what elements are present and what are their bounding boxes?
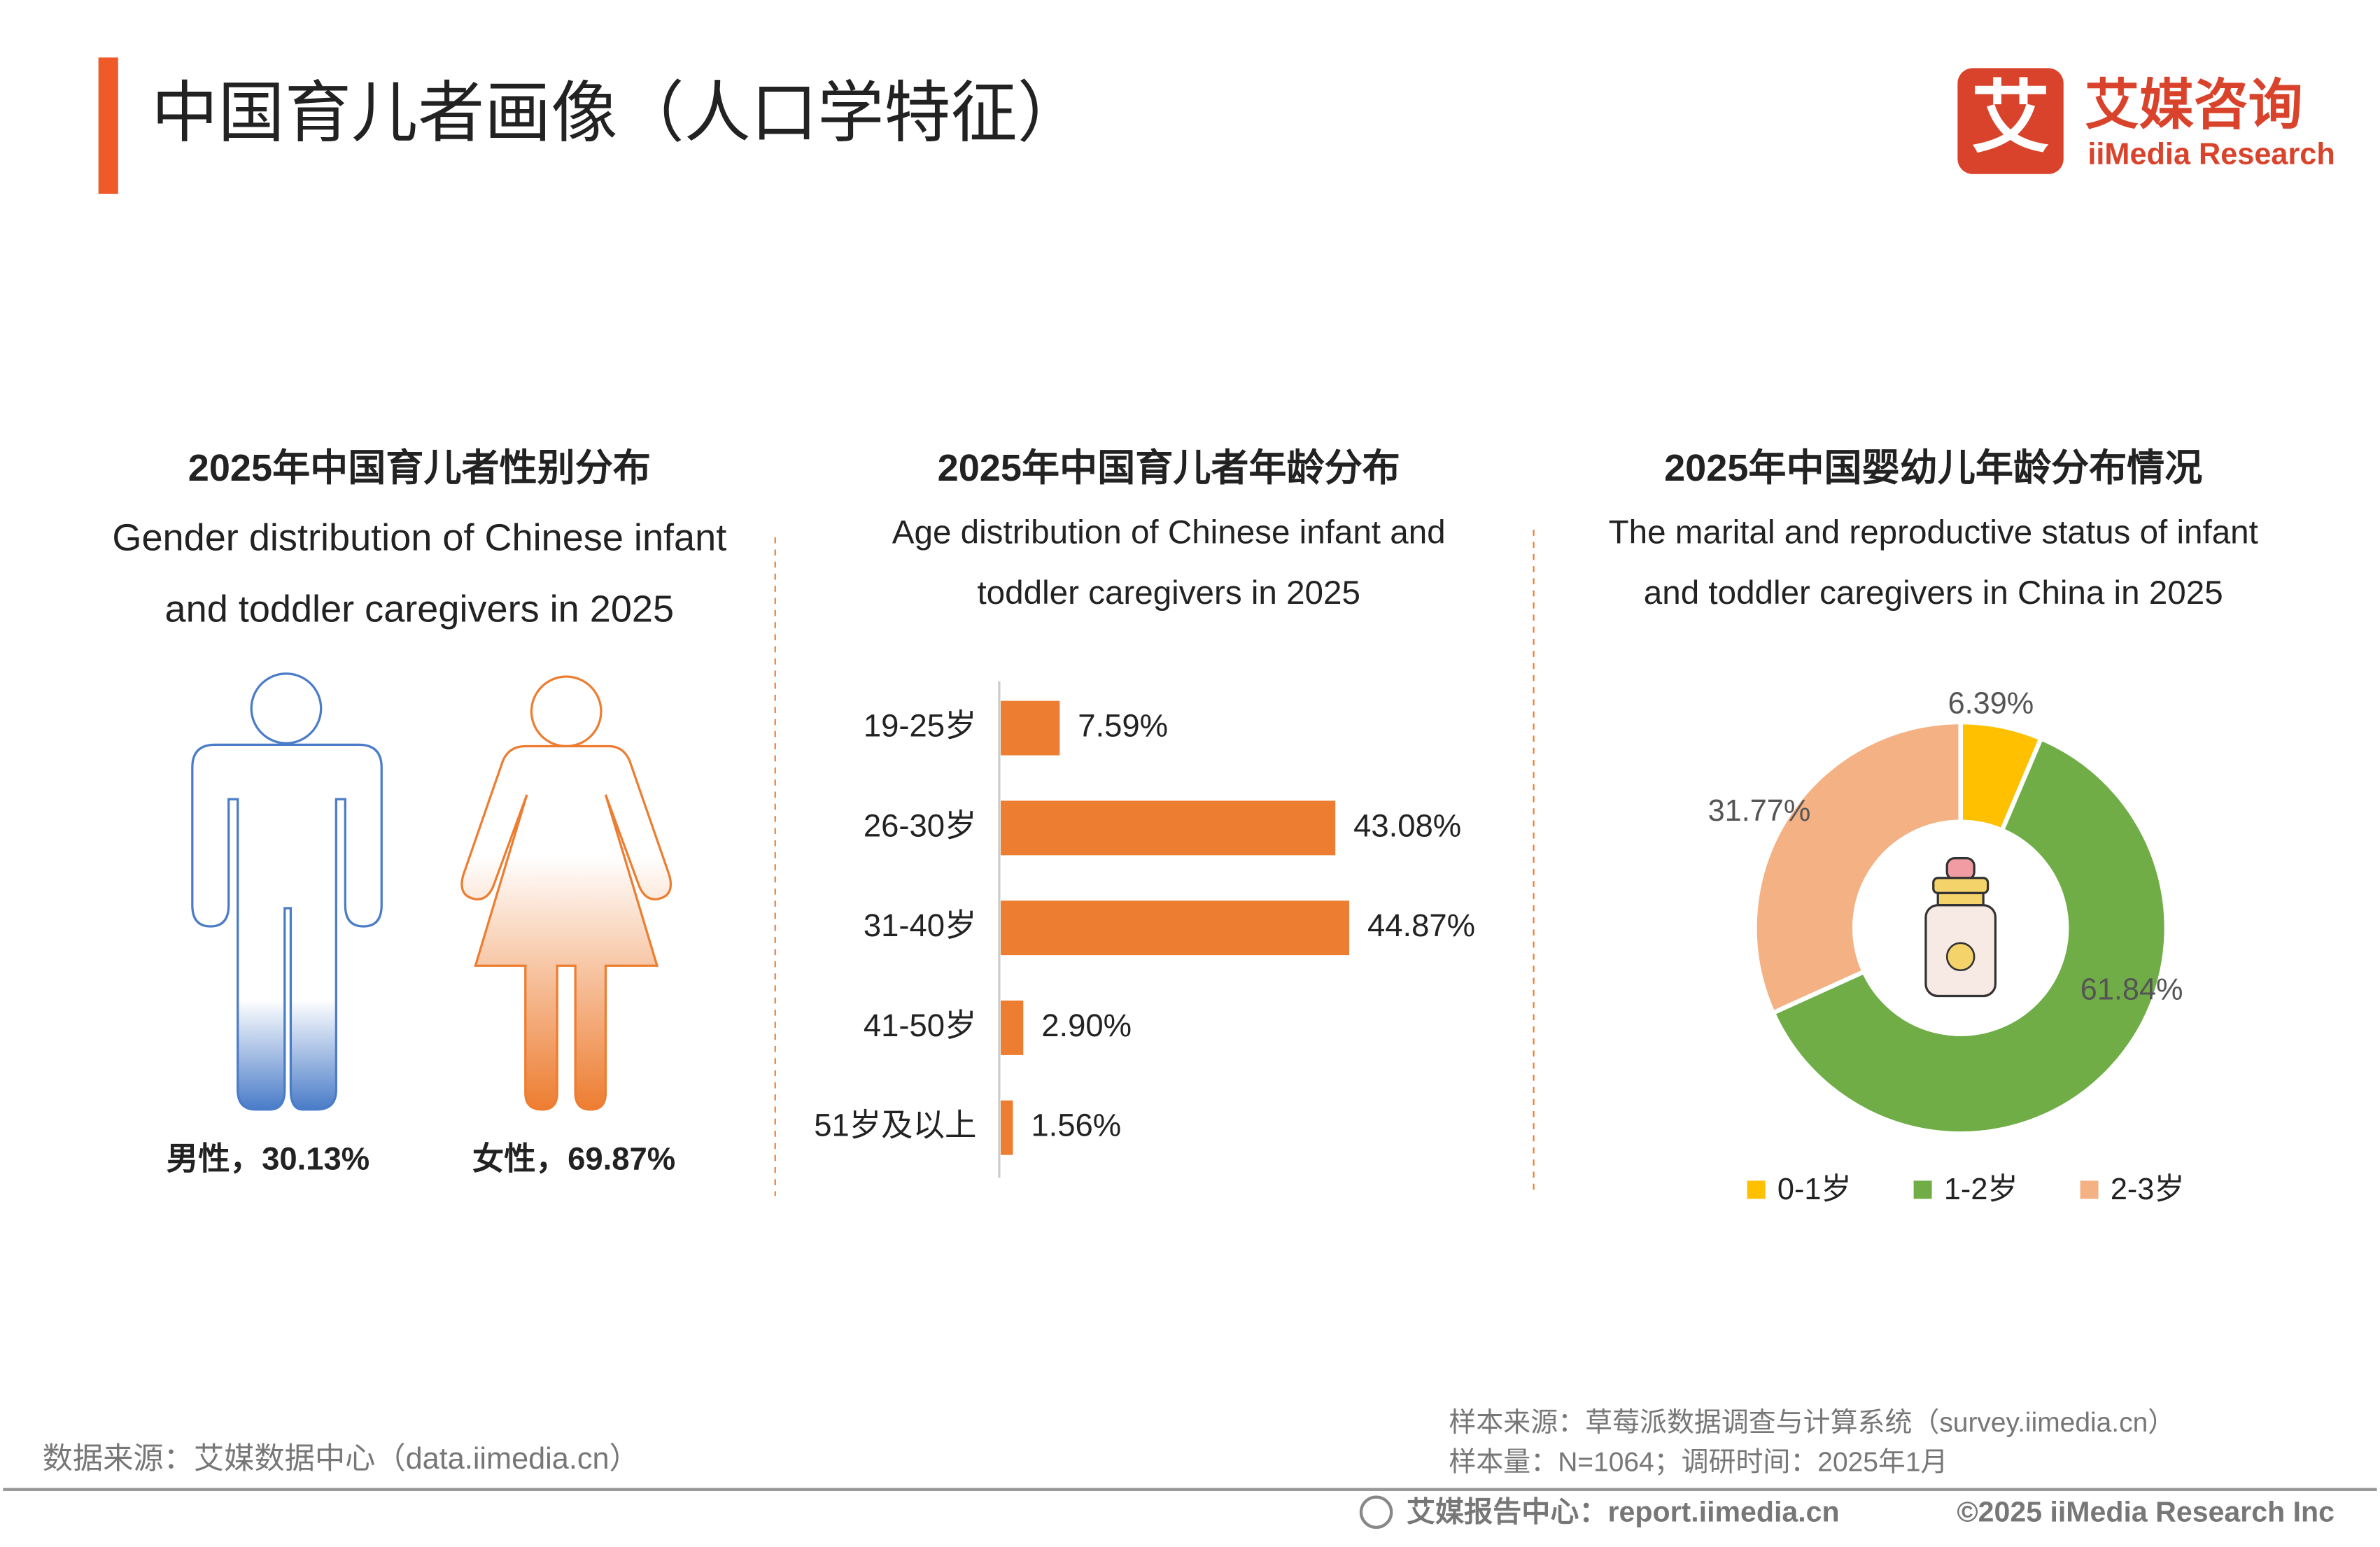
y-tick-label: 51岁及以上 — [814, 1108, 976, 1143]
bottle-icon — [1924, 857, 1997, 998]
y-tick-label: 19-25岁 — [864, 708, 977, 744]
bar — [1001, 1100, 1013, 1155]
chart-title: 2025年中国育儿者年龄分布 — [938, 447, 1400, 489]
footer-source: 数据来源：艾媒数据中心（data.iimedia.cn） — [43, 1442, 640, 1476]
chart-subtitle: The marital and reproductive status of i… — [1609, 514, 2258, 551]
figure-head — [530, 675, 603, 748]
bar — [1001, 800, 1336, 856]
logo-mark: 艾 — [1971, 73, 2050, 162]
chart-subtitle: toddler caregivers in 2025 — [977, 574, 1360, 612]
value-label: 44.87% — [1367, 907, 1475, 943]
chart-subtitle: and toddler caregivers in China in 2025 — [1644, 574, 2223, 612]
figure-head — [250, 672, 323, 744]
bar — [1001, 700, 1060, 756]
legend-swatch — [1913, 1180, 1932, 1199]
value-label: 1.56% — [1031, 1108, 1121, 1143]
logo-cn: 艾媒咨询 — [2085, 73, 2302, 135]
y-tick-label: 31-40岁 — [864, 907, 977, 943]
legend-label: 0-1岁 — [1777, 1173, 1852, 1206]
y-tick-label: 26-30岁 — [864, 807, 977, 843]
chart-title: 2025年中国育儿者性别分布 — [188, 447, 651, 489]
logo-mark-bg — [1957, 68, 2064, 174]
globe-icon — [1359, 1495, 1393, 1530]
value-label: 2.90% — [1041, 1008, 1132, 1043]
value-label: 6.39% — [1948, 687, 2034, 721]
y-tick-label: 41-50岁 — [864, 1008, 977, 1043]
title-bar — [98, 57, 118, 194]
report-center: 艾媒报告中心：report.iimedia.cn — [1407, 1495, 1840, 1527]
donut-slice — [1770, 735, 2169, 1136]
chart-subtitle: Age distribution of Chinese infant and — [892, 514, 1446, 551]
chart-subtitle: Gender distribution of Chinese infant — [112, 517, 726, 559]
bar — [1001, 1001, 1024, 1055]
bar — [1001, 900, 1350, 956]
page-title: 中国育儿者画像（人口学特征） — [151, 76, 1083, 150]
figure-body — [191, 743, 383, 1111]
value-label: 31.77% — [1708, 794, 1811, 828]
legend-swatch — [2080, 1180, 2099, 1199]
chart-title: 2025年中国婴幼儿年龄分布情况 — [1664, 447, 2202, 489]
sample-size: 样本量：N=1064；调研时间：2025年1月 — [1449, 1447, 1948, 1477]
value-label: 女性，69.87% — [472, 1140, 675, 1176]
logo-en: iiMedia Research — [2087, 137, 2335, 171]
value-label: 61.84% — [2080, 973, 2183, 1006]
legend-label: 1-2岁 — [1944, 1173, 2018, 1206]
figure-body — [460, 744, 673, 1111]
sample-source: 样本来源：草莓派数据调查与计算系统（survey.iimedia.cn） — [1449, 1408, 2175, 1438]
legend-swatch — [1747, 1180, 1766, 1199]
chart-subtitle: and toddler caregivers in 2025 — [165, 588, 675, 630]
donut-slice — [1752, 719, 1963, 1016]
value-label: 43.08% — [1353, 807, 1461, 843]
legend-label: 2-3岁 — [2111, 1173, 2185, 1206]
value-label: 男性，30.13% — [167, 1140, 369, 1176]
copyright: ©2025 iiMedia Research Inc — [1957, 1495, 2335, 1527]
value-label: 7.59% — [1078, 708, 1168, 744]
